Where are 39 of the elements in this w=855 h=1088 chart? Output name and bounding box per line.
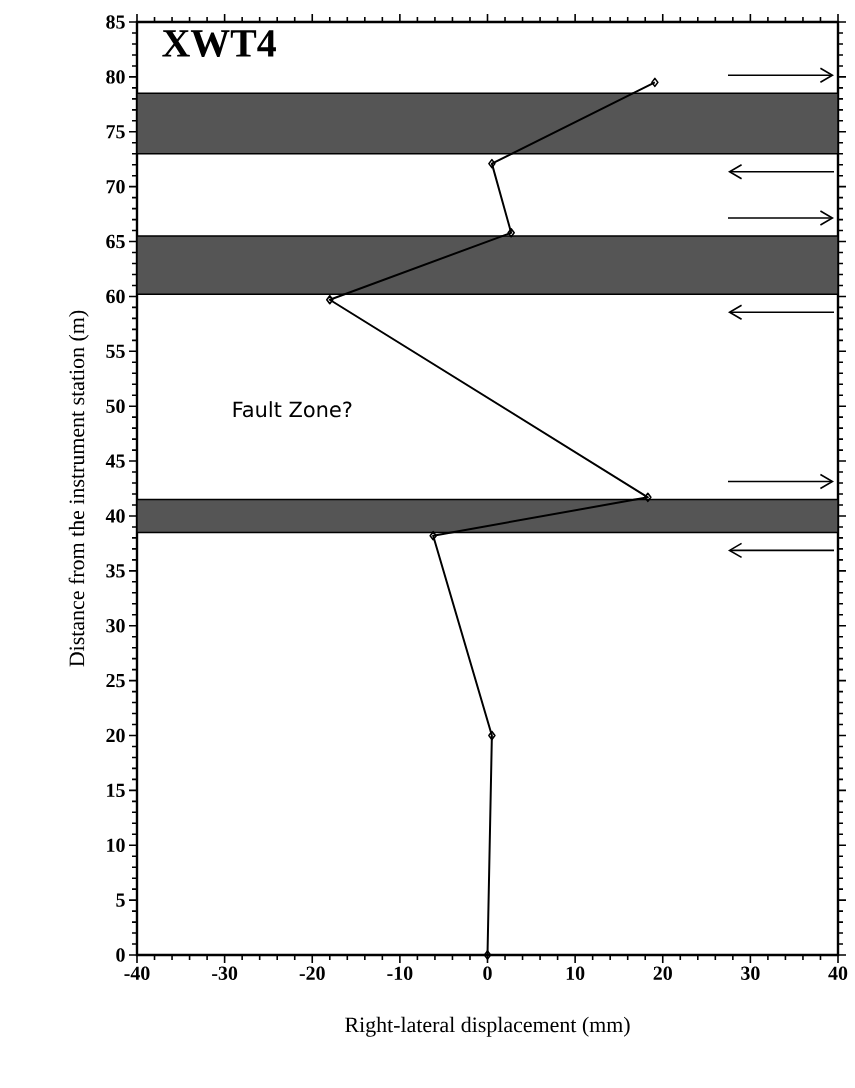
x-tick-label: 0 — [483, 966, 492, 980]
x-tick-label: -10 — [387, 966, 413, 980]
y-tick-label: 30 — [106, 619, 125, 633]
y-tick-label: 55 — [106, 344, 125, 358]
y-tick-label: 60 — [106, 289, 125, 304]
y-tick-label: 65 — [106, 234, 125, 249]
y-tick-label: 0 — [116, 948, 125, 962]
y-tick-label: 15 — [107, 783, 125, 798]
y-tick-label: 35 — [106, 564, 125, 578]
y-tick-label: 50 — [106, 399, 125, 413]
x-tick-label: -20 — [299, 966, 325, 980]
x-tick-label: -30 — [212, 966, 238, 980]
y-tick-label: 85 — [106, 15, 125, 29]
y-tick-label: 75 — [106, 125, 125, 139]
x-tick-label: 30 — [741, 966, 760, 980]
x-tick-label: -40 — [124, 966, 150, 980]
point — [429, 530, 437, 541]
chart-title: XWT4 — [162, 30, 276, 58]
y-tick-label: 25 — [106, 673, 125, 688]
y-tick-label: 45 — [105, 454, 125, 468]
x-axis-title: Right-lateral displacement (mm) — [345, 1016, 630, 1037]
point — [651, 77, 659, 88]
point — [644, 492, 652, 503]
y-tick-label: 10 — [107, 838, 125, 852]
y-tick-label: 40 — [105, 509, 125, 523]
y-tick-label: 5 — [116, 893, 125, 907]
y-axis-title: Distance from the instrument station (m) — [68, 310, 89, 667]
y-tick-label: 70 — [106, 179, 125, 194]
point — [483, 950, 492, 960]
x-tick-label: 40 — [828, 966, 848, 980]
point — [507, 227, 515, 238]
point — [488, 158, 496, 169]
x-tick-label: 20 — [653, 966, 672, 980]
point — [325, 294, 334, 305]
annotation: Fault Zone? — [233, 401, 352, 418]
x-tick-label: 10 — [566, 966, 585, 980]
y-tick-label: 80 — [106, 70, 125, 84]
y-tick-label: 20 — [106, 728, 125, 743]
point — [488, 730, 496, 741]
